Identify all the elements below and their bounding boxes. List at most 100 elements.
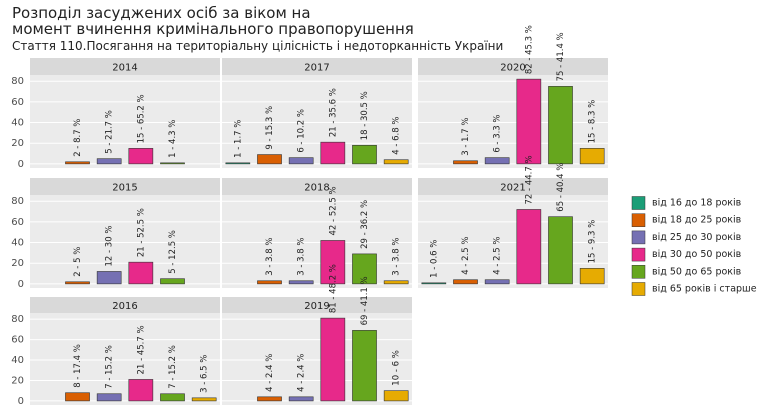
value-label: 3 - 1.7 % xyxy=(461,118,471,156)
strip xyxy=(222,297,412,313)
bar xyxy=(383,159,409,165)
bar xyxy=(160,162,185,165)
bar xyxy=(96,271,122,285)
panel-background xyxy=(418,195,608,288)
strip xyxy=(222,178,412,195)
value-label: 6 - 10.2 % xyxy=(297,109,307,153)
value-label: 42 - 52.5 % xyxy=(328,186,338,235)
y-tick-label: 0 xyxy=(18,396,24,406)
bar xyxy=(453,279,478,285)
panel-title: 2020 xyxy=(500,63,525,74)
bar xyxy=(96,393,122,402)
bar xyxy=(128,148,154,165)
value-label: 3 - 3.8 % xyxy=(265,238,275,276)
value-label: 1 - 4.3 % xyxy=(168,120,178,158)
bar xyxy=(288,157,314,165)
bar xyxy=(160,393,185,402)
bar xyxy=(65,161,90,165)
bar xyxy=(352,253,377,285)
value-label: 21 - 35.6 % xyxy=(328,88,338,137)
value-label: 21 - 52.5 % xyxy=(136,208,146,257)
strip xyxy=(30,178,220,195)
bar xyxy=(65,392,90,402)
panel-title: 2021 xyxy=(500,183,525,194)
value-label: 6 - 3.3 % xyxy=(493,114,503,152)
bar xyxy=(320,240,346,285)
bar xyxy=(320,141,346,165)
panel-background xyxy=(30,313,220,405)
value-label: 3 - 3.8 % xyxy=(297,238,307,276)
value-label: 15 - 8.3 % xyxy=(588,100,598,144)
panel-title: 2015 xyxy=(112,183,137,194)
value-label: 9 - 15.3 % xyxy=(265,106,275,150)
strip xyxy=(418,178,608,195)
y-tick-label: 0 xyxy=(18,159,24,170)
bar xyxy=(65,281,90,285)
value-label: 4 - 2.5 % xyxy=(461,237,471,275)
value-label: 18 - 30.5 % xyxy=(360,91,370,140)
bar xyxy=(128,261,154,285)
bar xyxy=(484,157,510,165)
bar xyxy=(96,158,122,165)
panel-background xyxy=(222,75,412,168)
y-tick-label: 80 xyxy=(11,76,24,87)
panel-background xyxy=(30,195,220,288)
value-label: 72 - 44.7 % xyxy=(524,155,534,204)
value-label: 75 - 41.4 % xyxy=(556,32,566,81)
legend-label: від 16 до 18 років xyxy=(652,198,742,209)
strip xyxy=(222,58,412,75)
y-tick-label: 60 xyxy=(11,97,24,108)
legend-key xyxy=(631,265,646,279)
value-label: 7 - 15.2 % xyxy=(168,345,178,389)
y-tick-label: 20 xyxy=(11,258,24,269)
bar xyxy=(320,317,346,402)
bar xyxy=(225,162,251,165)
value-label: 15 - 9.3 % xyxy=(588,220,598,264)
chart-title: Розподіл засуджених осіб за віком на xyxy=(12,4,311,22)
bar xyxy=(548,216,573,285)
legend-label: від 18 до 25 років xyxy=(652,215,742,226)
panel-title: 2014 xyxy=(112,63,137,74)
legend-label: від 30 до 50 років xyxy=(652,249,742,260)
panel-background xyxy=(418,75,608,168)
value-label: 5 - 12.5 % xyxy=(168,230,178,274)
strip xyxy=(418,58,608,75)
legend-key xyxy=(631,196,646,210)
bar xyxy=(579,268,605,285)
value-label: 65 - 40.4 % xyxy=(556,163,566,212)
value-label: 4 - 6.8 % xyxy=(392,117,402,155)
bar xyxy=(579,148,605,165)
value-label: 1 - 1.7 % xyxy=(233,120,243,158)
bar xyxy=(257,396,282,402)
y-tick-label: 60 xyxy=(11,217,24,228)
y-tick-label: 20 xyxy=(11,138,24,149)
legend-label: від 65 років і старше xyxy=(652,284,757,295)
chart-subtitle: Стаття 110.Посягання на територіальну ці… xyxy=(12,39,503,53)
bar xyxy=(160,278,185,285)
value-label: 3 - 6.5 % xyxy=(200,355,210,393)
panel-background xyxy=(222,313,412,405)
bar xyxy=(191,397,217,402)
value-label: 3 - 3.8 % xyxy=(392,238,402,276)
bar xyxy=(383,390,409,402)
value-label: 5 - 21.7 % xyxy=(105,110,115,154)
value-label: 4 - 2.4 % xyxy=(265,354,275,392)
value-label: 81 - 48.2 % xyxy=(328,264,338,313)
y-tick-label: 40 xyxy=(11,355,24,366)
y-tick-label: 40 xyxy=(11,118,24,129)
bar xyxy=(548,86,573,165)
y-tick-label: 20 xyxy=(11,375,24,386)
value-label: 7 - 15.2 % xyxy=(105,345,115,389)
bar xyxy=(516,78,542,165)
bar xyxy=(516,209,542,285)
bar xyxy=(484,279,510,285)
legend-key xyxy=(631,247,646,262)
strip xyxy=(30,297,220,313)
legend-key xyxy=(631,213,646,227)
value-label: 2 - 5 % xyxy=(73,247,83,277)
bar xyxy=(383,280,409,285)
panel-title: 2018 xyxy=(304,183,329,194)
bar xyxy=(288,280,314,285)
value-label: 1 - 0.6 % xyxy=(429,240,439,278)
